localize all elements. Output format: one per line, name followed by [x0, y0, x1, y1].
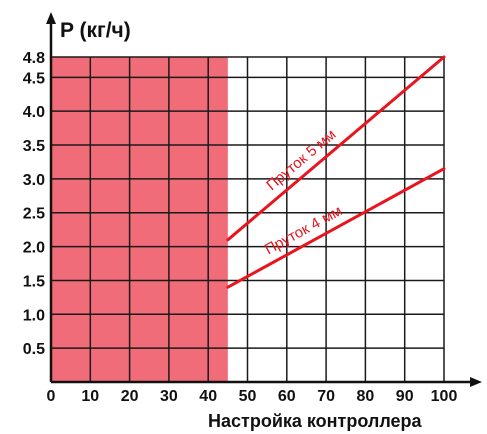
y-tick-label: 1.5: [23, 273, 45, 290]
grid: [51, 56, 445, 382]
series-line: [226, 55, 446, 242]
y-axis-title: P (кг/ч): [60, 19, 131, 42]
x-tick-label: 50: [239, 388, 257, 405]
y-tick-label: 2.0: [23, 240, 45, 257]
y-tick-label: 0.5: [23, 341, 45, 358]
series-line: [226, 167, 446, 289]
x-tick-label: 60: [278, 388, 296, 405]
x-tick-label: 20: [121, 388, 139, 405]
x-tick-label: 40: [199, 388, 217, 405]
shaded-region-layer: [51, 57, 228, 382]
y-axis-arrow: [46, 12, 56, 24]
series-lines: [226, 55, 446, 289]
y-tick-label: 4.8: [23, 50, 45, 67]
x-tick-label: 0: [47, 388, 56, 405]
axes: [46, 12, 482, 387]
y-tick-label: 4.5: [23, 70, 45, 87]
x-tick-label: 90: [396, 388, 414, 405]
x-tick-label: 30: [160, 388, 178, 405]
x-axis-arrow: [470, 377, 482, 387]
y-tick-label: 3.0: [23, 172, 45, 189]
series-label: Пруток 5 мм: [263, 126, 339, 194]
shaded-region: [51, 57, 228, 382]
x-tick-label: 10: [81, 388, 99, 405]
x-tick-label: 100: [431, 388, 458, 405]
y-tick-label: 3.5: [23, 138, 45, 155]
x-axis-title: Настройка контроллера: [208, 411, 423, 431]
y-tick-label: 2.5: [23, 206, 45, 223]
y-tick-label: 1.0: [23, 307, 45, 324]
y-tick-label: 4.0: [23, 104, 45, 121]
x-tick-label: 80: [357, 388, 375, 405]
tick-labels: 0 10 20 30 40 50 60 70 80 90 100 0.5 1.0 1.5 2.0 2.5 3.0…: [23, 50, 458, 405]
x-tick-label: 70: [317, 388, 335, 405]
